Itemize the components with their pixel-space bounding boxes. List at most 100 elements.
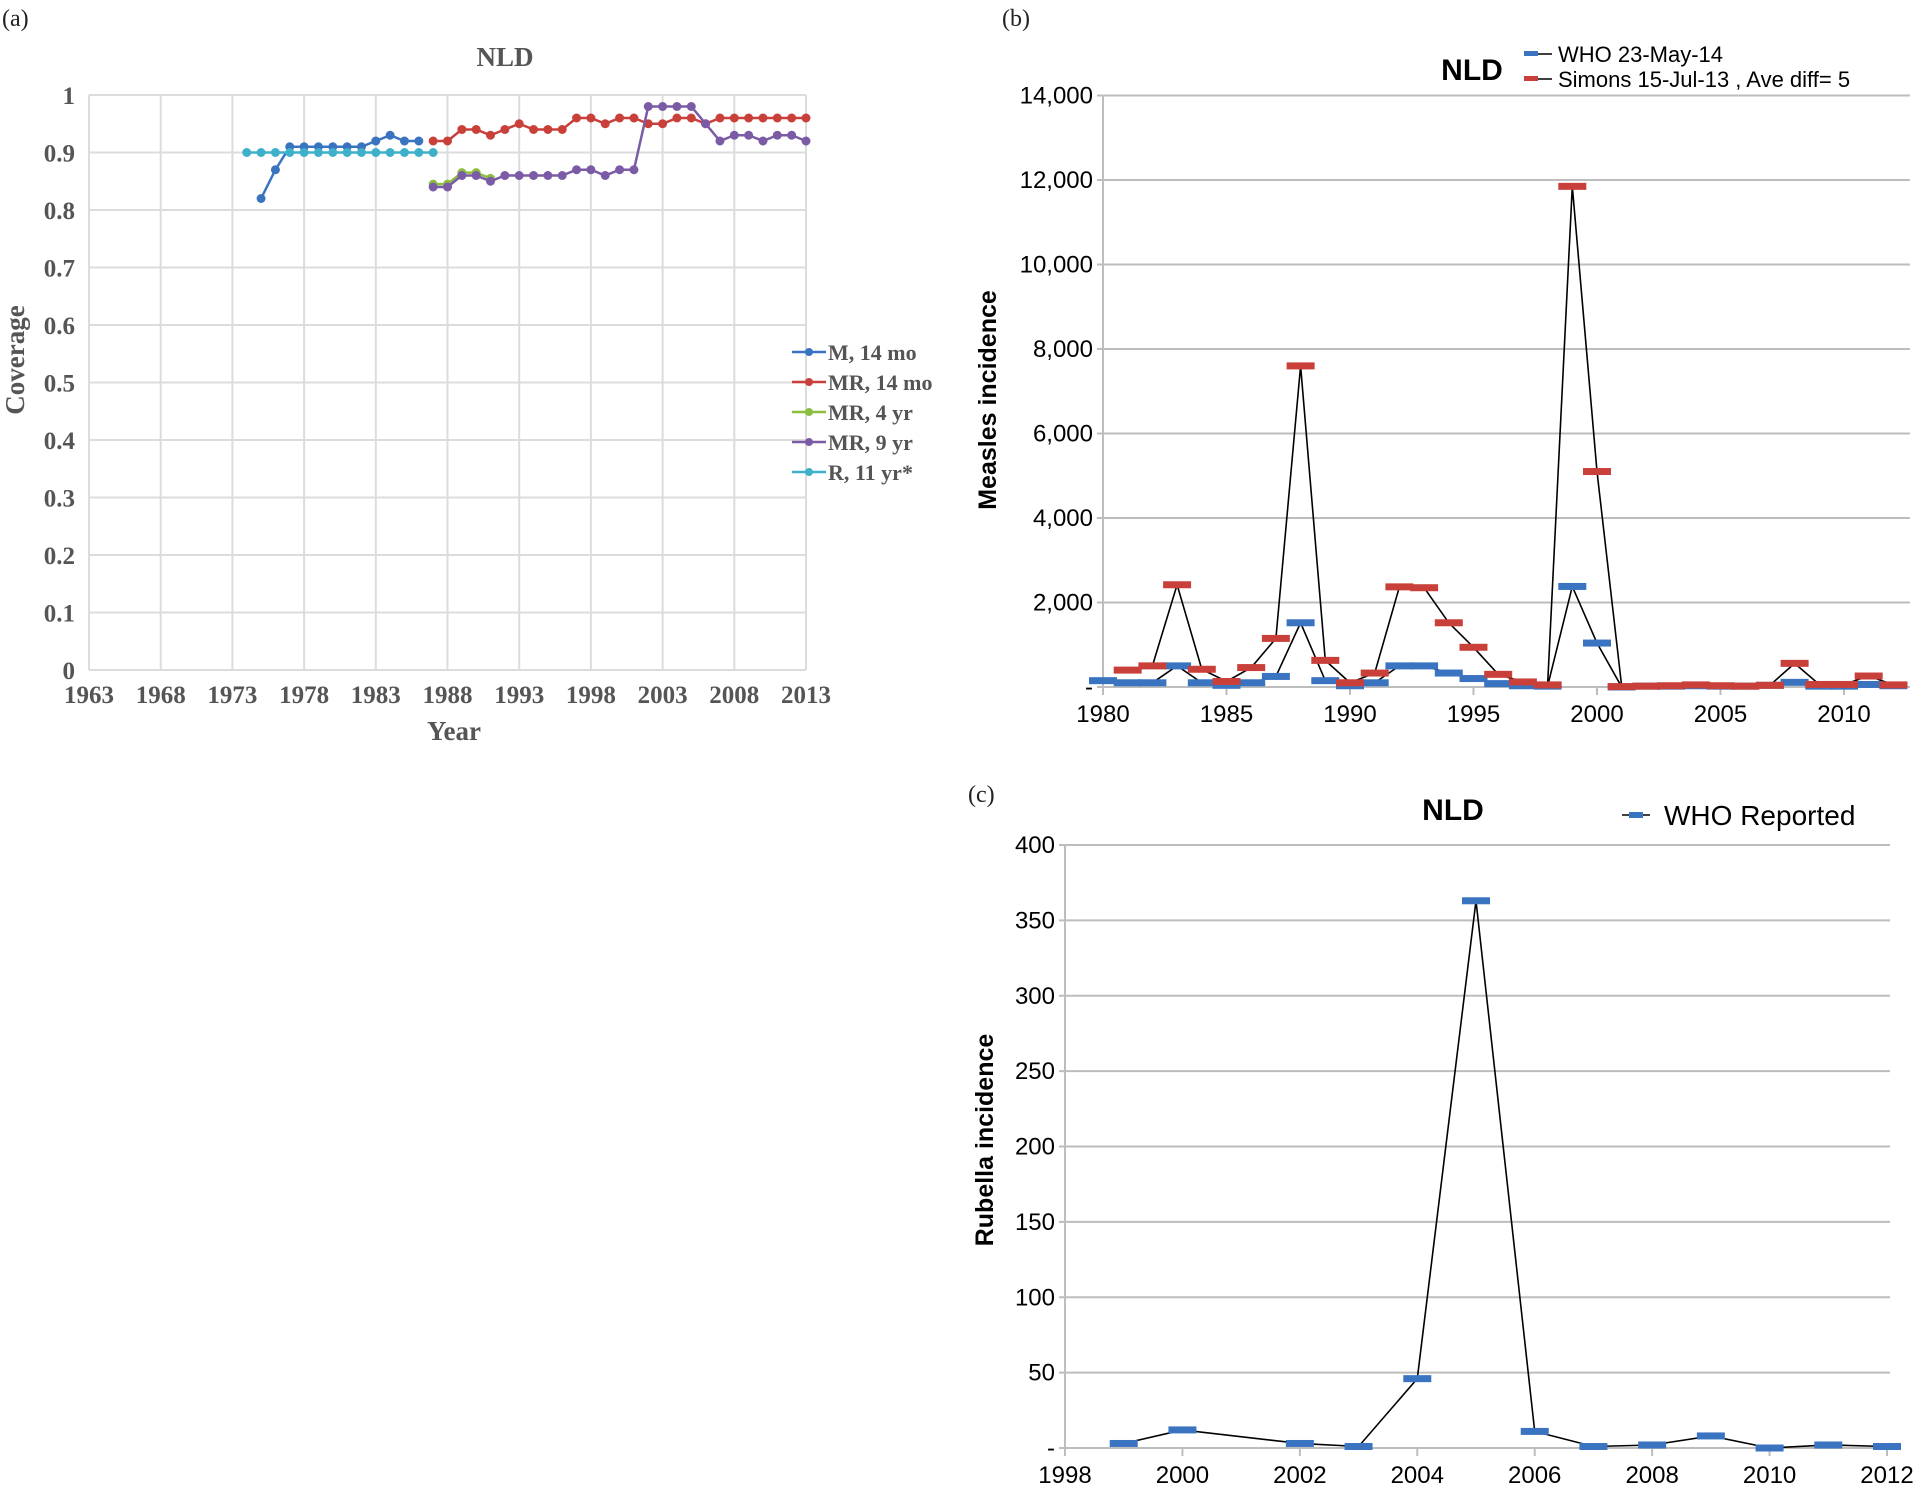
a-chart-title: NLD [476, 42, 533, 72]
a-data-point [801, 136, 811, 146]
b-data-marker [1657, 682, 1686, 690]
b-data-marker [1805, 680, 1834, 688]
coverage-chart: 00.10.20.30.40.50.60.70.80.91 1963 1968 19… [0, 42, 932, 746]
b-data-marker [1113, 666, 1142, 674]
a-data-point [643, 102, 653, 111]
c-series [1109, 897, 1901, 1452]
a-data-point [399, 148, 409, 157]
a-y-tick-labels: 0 0.1 0.2 0.3 0.4 0.5 0.6 0.7 0.8 0.9 1 [44, 83, 76, 685]
a-data-point [414, 148, 424, 157]
a-x-tick-label: 1988 [423, 682, 473, 709]
a-data-point [729, 130, 739, 140]
c-y-tick-label: 250 [1015, 1058, 1055, 1085]
a-legend-label: MR, 14 mo [828, 370, 932, 395]
b-data-marker [1558, 182, 1587, 190]
c-y-tick-label: 350 [1015, 907, 1055, 934]
a-x-tick-label: 2013 [781, 682, 831, 709]
b-y-tick-labels: - 2,000 4,000 6,000 8,000 10,000 12,000 14,000 [1020, 83, 1093, 702]
a-series [242, 102, 811, 203]
b-data-marker [1410, 584, 1439, 592]
a-legend-label: MR, 4 yr [828, 400, 913, 425]
b-data-marker [1731, 682, 1760, 690]
a-gridlines [88, 94, 807, 671]
c-x-tick-label: 2002 [1273, 1462, 1326, 1487]
c-x-tick-label: 2012 [1860, 1462, 1913, 1487]
a-data-point [615, 113, 625, 123]
b-data-marker [1459, 675, 1488, 683]
a-data-point [557, 125, 567, 134]
a-legend-label: M, 14 mo [828, 340, 917, 365]
a-data-point [658, 102, 668, 111]
a-y-tick-label: 0.2 [44, 543, 75, 570]
a-data-point [572, 165, 582, 175]
a-y-tick-label: 0.5 [44, 371, 75, 398]
a-data-point [772, 130, 782, 140]
b-data-marker [1583, 468, 1611, 476]
c-gridlines [1059, 844, 1890, 1456]
a-data-point [428, 182, 438, 192]
b-data-marker [1138, 662, 1167, 670]
a-data-point [385, 148, 395, 157]
a-data-point [457, 125, 467, 134]
a-data-point [285, 148, 295, 157]
a-y-tick-label: 0.8 [44, 198, 75, 225]
a-x-tick-label: 1998 [566, 682, 616, 709]
a-y-axis-label: Coverage [0, 305, 30, 414]
a-legend-label: MR, 9 yr [828, 430, 913, 455]
a-data-point [715, 113, 725, 123]
b-chart-title: NLD [1441, 54, 1503, 87]
a-data-point [758, 136, 768, 146]
b-data-marker [1830, 680, 1858, 688]
a-x-tick-label: 1968 [136, 682, 186, 709]
b-data-marker [1755, 681, 1784, 689]
c-chart-title: NLD [1422, 794, 1484, 827]
b-data-marker [1632, 682, 1661, 690]
a-y-tick-label: 0.1 [44, 601, 75, 628]
b-legend-label: WHO 23-May-14 [1558, 42, 1723, 67]
b-data-marker [1261, 672, 1290, 680]
b-data-marker [1854, 672, 1883, 680]
a-x-tick-label: 1978 [279, 682, 329, 709]
panel-label-b: (b) [1002, 6, 1030, 32]
a-legend-label: R, 11 yr* [828, 460, 913, 485]
c-legend-swatch [1629, 812, 1643, 818]
a-x-tick-label: 1983 [351, 682, 401, 709]
a-x-axis-label: Year [427, 716, 481, 746]
c-x-tick-label: 2008 [1625, 1462, 1678, 1487]
a-data-point [270, 148, 280, 157]
c-legend: WHO Reported [1622, 800, 1855, 831]
b-x-tick-label: 1980 [1076, 701, 1129, 728]
c-y-tick-label: 100 [1015, 1284, 1055, 1311]
panel-label-a: (a) [2, 6, 29, 32]
b-data-marker [1583, 639, 1611, 647]
b-x-tick-label: 2000 [1570, 701, 1623, 728]
b-y-tick-label: 8,000 [1033, 336, 1093, 363]
a-data-point [443, 136, 452, 146]
a-x-tick-label: 1963 [64, 682, 114, 709]
a-legend-marker [805, 408, 813, 416]
b-gridlines [1097, 94, 1910, 695]
b-data-marker [1607, 683, 1636, 691]
b-x-tick-labels: 1980 1985 1990 1995 2000 2005 2010 [1076, 701, 1870, 728]
c-data-marker [1873, 1442, 1901, 1450]
a-data-point [399, 136, 409, 146]
b-data-marker [1163, 662, 1192, 670]
c-y-tick-label: 50 [1028, 1360, 1055, 1387]
a-y-tick-label: 0.4 [44, 428, 76, 455]
b-data-marker [1385, 662, 1414, 670]
c-data-marker [1403, 1375, 1432, 1383]
a-x-tick-label: 1973 [207, 682, 257, 709]
a-legend-marker [805, 468, 813, 476]
c-x-tick-label: 2010 [1743, 1462, 1796, 1487]
a-data-point [299, 148, 309, 157]
a-x-tick-label: 2008 [709, 682, 759, 709]
c-x-tick-label: 2006 [1508, 1462, 1561, 1487]
b-y-tick-label: 10,000 [1020, 252, 1093, 279]
a-data-point [328, 148, 338, 157]
a-data-point [744, 130, 754, 140]
b-data-marker [1854, 680, 1883, 688]
a-data-point [256, 194, 266, 203]
c-y-tick-labels: - 50 100 150 200 250 300 350 400 [1015, 832, 1055, 1462]
a-legend-marker [805, 378, 813, 386]
b-data-marker [1261, 634, 1290, 642]
